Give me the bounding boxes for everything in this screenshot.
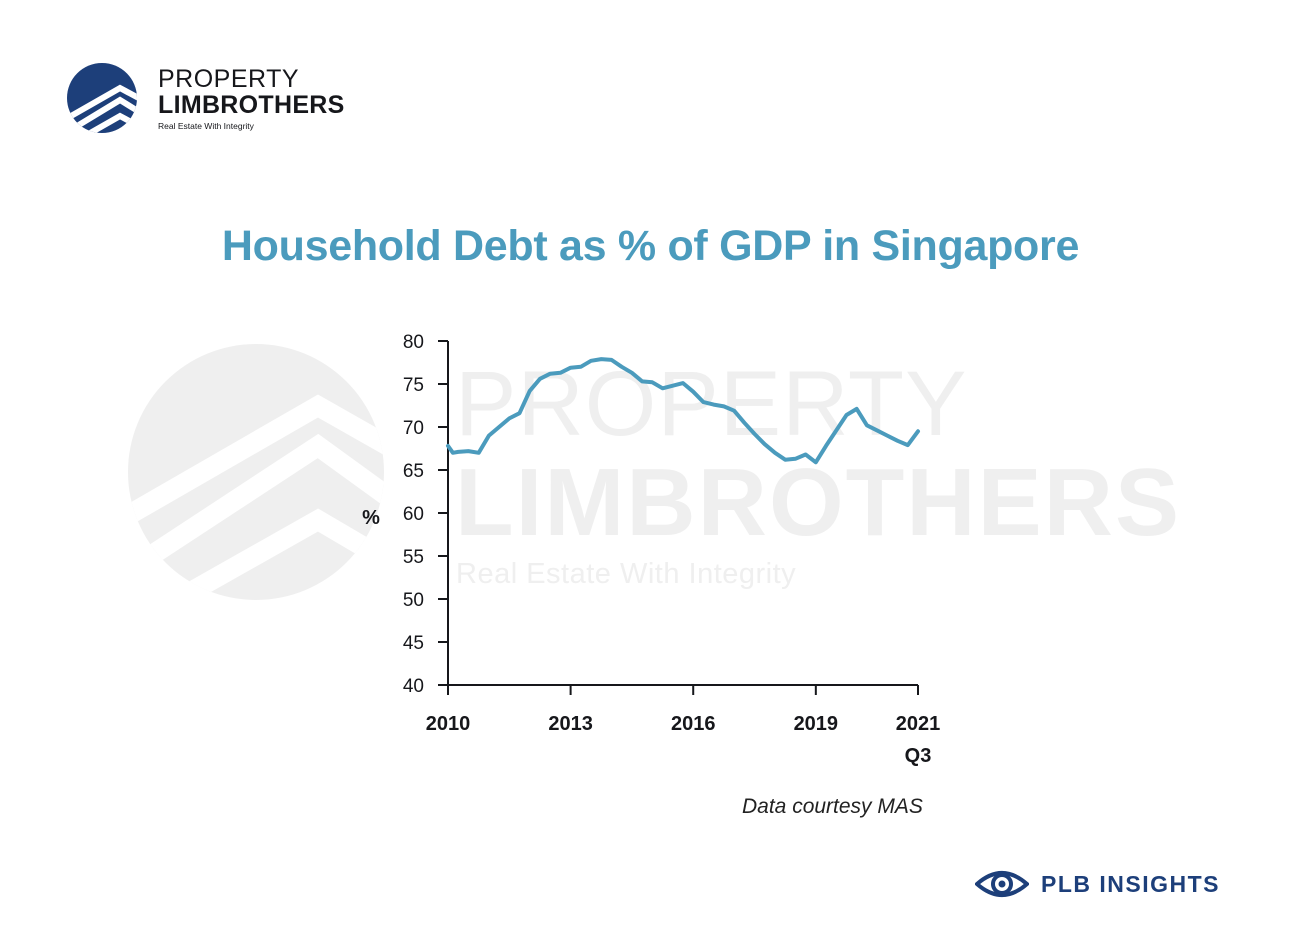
- y-tick-label: 45: [403, 633, 424, 654]
- source-note: Data courtesy MAS: [742, 795, 923, 818]
- logo-tagline: Real Estate With Integrity: [158, 121, 254, 131]
- x-tick-label: 2016: [671, 713, 716, 735]
- x-axis: 2010 2013 2016 2019 2021 Q3: [426, 684, 941, 767]
- chart-title: Household Debt as % of GDP in Singapore: [221, 222, 1080, 270]
- logo-emblem-icon: [67, 63, 137, 133]
- x-tick-label: 2013: [548, 713, 593, 735]
- x-tick-sublabel: Q3: [905, 745, 932, 767]
- y-tick-label: 60: [403, 504, 424, 525]
- watermark-tagline: Real Estate With Integrity: [456, 558, 797, 590]
- logo-text-line1: PROPERTY: [158, 65, 300, 93]
- y-axis-title: %: [362, 507, 380, 529]
- y-tick-label: 40: [403, 676, 424, 697]
- logo-text-line2: LIMBROTHERS: [158, 91, 345, 119]
- y-axis: 40 45 50 55 60 65 70 75 80: [403, 332, 449, 697]
- series-line: [446, 357, 920, 465]
- company-logo: PROPERTY LIMBROTHERS Real Estate With In…: [66, 62, 386, 142]
- y-tick-label: 50: [403, 590, 424, 611]
- y-tick-label: 80: [403, 332, 424, 353]
- brand-label: PLB INSIGHTS: [1041, 871, 1221, 897]
- y-tick-label: 75: [403, 375, 424, 396]
- y-tick-label: 70: [403, 418, 424, 439]
- x-tick-label: 2010: [426, 713, 471, 735]
- x-tick-label: 2021: [896, 713, 941, 735]
- watermark-text-line2: LIMBROTHERS: [455, 449, 1181, 556]
- x-tick-label: 2019: [794, 713, 839, 735]
- eye-icon: [975, 871, 1029, 897]
- y-tick-label: 55: [403, 547, 424, 568]
- y-tick-label: 65: [403, 461, 424, 482]
